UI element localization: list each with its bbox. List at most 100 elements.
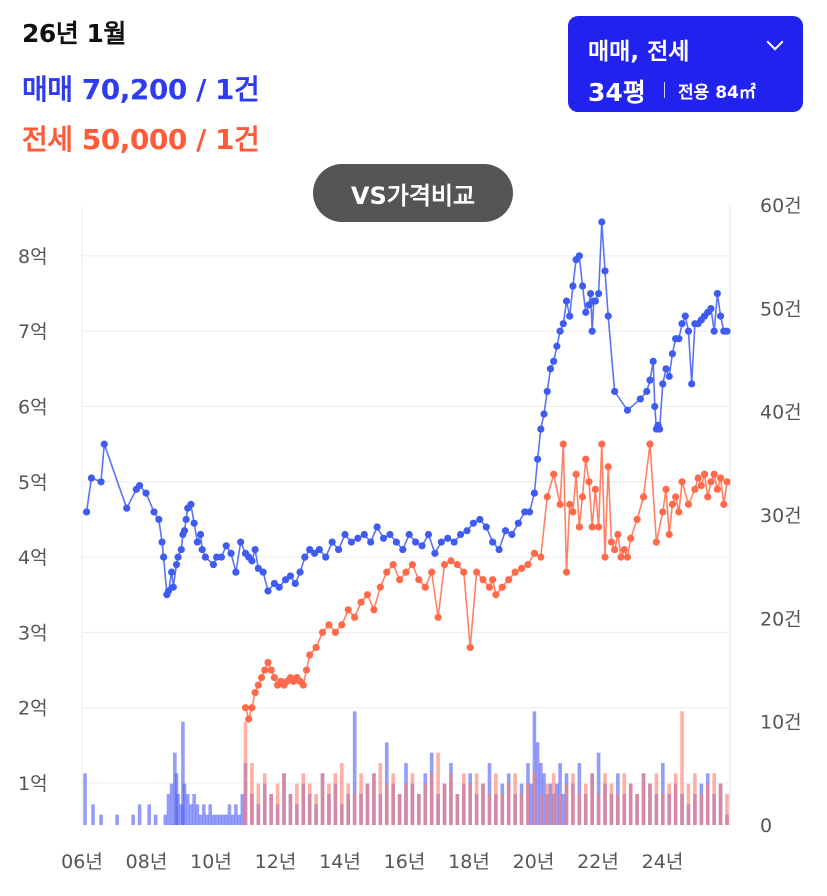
lease_volume-bar (654, 773, 659, 825)
lease-point (251, 689, 259, 697)
sale-point (476, 515, 484, 524)
lease-point (559, 440, 567, 448)
lease-point (723, 478, 731, 486)
lease_volume-bar (391, 773, 395, 825)
deal-type-size-selector[interactable]: 매매, 전세 34평 전용 84㎡ (568, 16, 803, 112)
sale-point (222, 542, 230, 550)
sale_volume-bar (169, 783, 174, 825)
sale_volume-bar (555, 783, 559, 825)
sale_volume-bar (176, 794, 180, 825)
lease-point (646, 440, 654, 448)
lease_volume-bar (327, 783, 331, 825)
x-axis-tick-label: 06년 (61, 851, 103, 873)
sale-point (655, 425, 664, 433)
sale-point (259, 568, 267, 576)
vs-price-compare-button[interactable]: VS가격비교 (313, 164, 513, 222)
lease-point (306, 651, 314, 659)
lease_volume-bar (487, 794, 492, 825)
sale-point (659, 380, 667, 388)
lease_volume-bar (449, 773, 453, 825)
lease_volume-bar (609, 783, 614, 825)
lease_volume-bar (301, 773, 306, 825)
lease-point (376, 583, 384, 591)
sale_volume-bar (240, 794, 245, 825)
selected-month: 26년 1월 (22, 19, 126, 48)
sale-point (187, 500, 195, 508)
lease-point (585, 478, 593, 486)
sale-point (684, 327, 693, 335)
lease_volume-bar (282, 773, 286, 825)
lease-point (264, 658, 272, 667)
lease-point (678, 478, 686, 486)
lease_volume-bar (705, 783, 710, 825)
sale-point (386, 530, 394, 539)
sale-point (469, 519, 478, 527)
sale-point (601, 267, 609, 275)
lease_volume-bar (564, 783, 569, 825)
lease_volume-bar (481, 783, 485, 825)
sale-point (489, 538, 497, 546)
sale_volume-bar (91, 804, 95, 825)
lease_volume-bar (262, 773, 267, 825)
lease_volume-bar (269, 794, 273, 825)
sale-point (437, 538, 445, 546)
sale-price-summary: 매매 70,200 / 1건 (22, 73, 260, 106)
lease-point (498, 583, 506, 591)
lease-point (633, 515, 641, 524)
sale-point (217, 553, 226, 561)
sale-point (275, 583, 283, 591)
lease_volume-bar (641, 773, 646, 825)
lease_volume-bar (436, 752, 440, 825)
sale-point (405, 530, 413, 539)
sale-point (172, 561, 181, 569)
lease_volume-bar (346, 783, 351, 825)
lease_volume-bar (500, 794, 505, 825)
lease-point (716, 474, 725, 482)
lease-point (607, 538, 616, 546)
sale-point (688, 380, 696, 388)
lease-point (675, 508, 683, 516)
sale-point (315, 545, 323, 554)
lease-point (466, 643, 474, 652)
lease_volume-bar (506, 783, 511, 825)
lease-point (530, 549, 539, 557)
lease_volume-bar (590, 773, 594, 825)
lease-point (517, 564, 526, 572)
lease-point (302, 666, 311, 674)
lease-point (704, 493, 712, 501)
lease-point (489, 576, 497, 584)
lease_volume-bar (513, 773, 517, 825)
lease-point (485, 583, 494, 591)
sale-point (556, 327, 564, 335)
lease-point (270, 673, 278, 682)
sale-point (569, 282, 577, 290)
sale_volume-bar (535, 742, 540, 825)
lease_volume-bar (628, 783, 633, 825)
lease-point (566, 500, 574, 508)
left-axis-tick-label: 5억 (18, 472, 48, 494)
lease-point (511, 568, 519, 576)
left-axis-tick-label: 3억 (18, 622, 48, 644)
lease_volume-bar (307, 783, 312, 825)
sale-point (227, 549, 235, 557)
selector-divider (664, 82, 665, 98)
sale-point (264, 587, 272, 595)
lease_volume-bar (648, 783, 652, 825)
lease-point (639, 493, 648, 501)
sale-point (168, 568, 176, 576)
lease_volume-bar (494, 773, 498, 825)
lease-point (492, 591, 500, 599)
left-axis-tick-label: 8억 (18, 246, 48, 268)
lease-point (652, 538, 660, 546)
lease_volume-bar (693, 773, 697, 825)
lease_volume-bar (725, 794, 729, 825)
sale-point (169, 583, 177, 591)
lease-point (453, 561, 461, 569)
lease-point (543, 493, 551, 501)
sale-point (158, 538, 166, 546)
sale-point (611, 387, 619, 396)
lease-point (428, 568, 436, 576)
lease_volume-bar (699, 794, 704, 825)
sale-point (209, 561, 217, 569)
